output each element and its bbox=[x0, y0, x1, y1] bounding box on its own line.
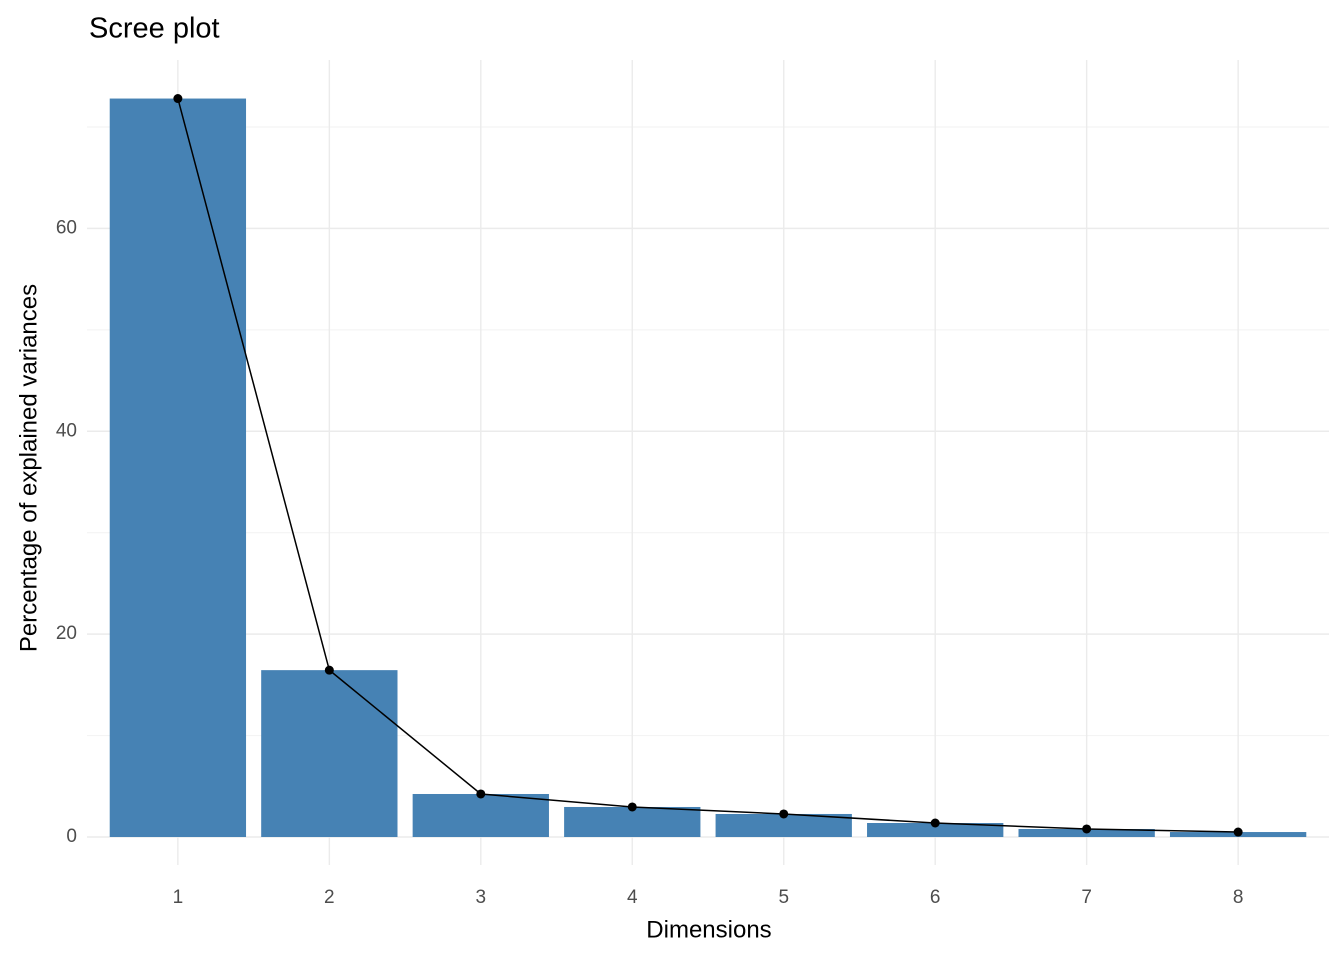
x-tick-label: 8 bbox=[1233, 887, 1244, 908]
point bbox=[476, 789, 486, 799]
y-axis-label: Percentage of explained variances bbox=[15, 284, 42, 652]
trend-line bbox=[177, 98, 1239, 833]
point bbox=[627, 802, 637, 812]
chart-title: Scree plot bbox=[89, 13, 220, 45]
bar bbox=[109, 98, 247, 838]
y-tick-label: 20 bbox=[56, 623, 77, 644]
x-tick-label: 4 bbox=[627, 887, 638, 908]
x-axis-label: Dimensions bbox=[646, 916, 771, 943]
x-tick-label: 1 bbox=[173, 887, 184, 908]
x-tick-label: 6 bbox=[930, 887, 941, 908]
x-tick-label: 3 bbox=[476, 887, 487, 908]
bar bbox=[867, 823, 1004, 838]
bar bbox=[412, 793, 549, 838]
point bbox=[173, 94, 183, 104]
point bbox=[324, 665, 334, 675]
x-tick-label: 5 bbox=[778, 887, 789, 908]
point bbox=[930, 818, 940, 828]
x-tick-label: 7 bbox=[1081, 887, 1092, 908]
point bbox=[779, 809, 789, 819]
point bbox=[1233, 827, 1243, 837]
bar bbox=[261, 670, 398, 838]
y-tick-label: 60 bbox=[56, 217, 77, 238]
point bbox=[1082, 824, 1092, 834]
x-tick-label: 2 bbox=[324, 887, 335, 908]
y-tick-label: 40 bbox=[56, 420, 77, 441]
bar bbox=[564, 806, 701, 838]
y-tick-label: 0 bbox=[66, 826, 77, 847]
bar bbox=[715, 813, 852, 838]
